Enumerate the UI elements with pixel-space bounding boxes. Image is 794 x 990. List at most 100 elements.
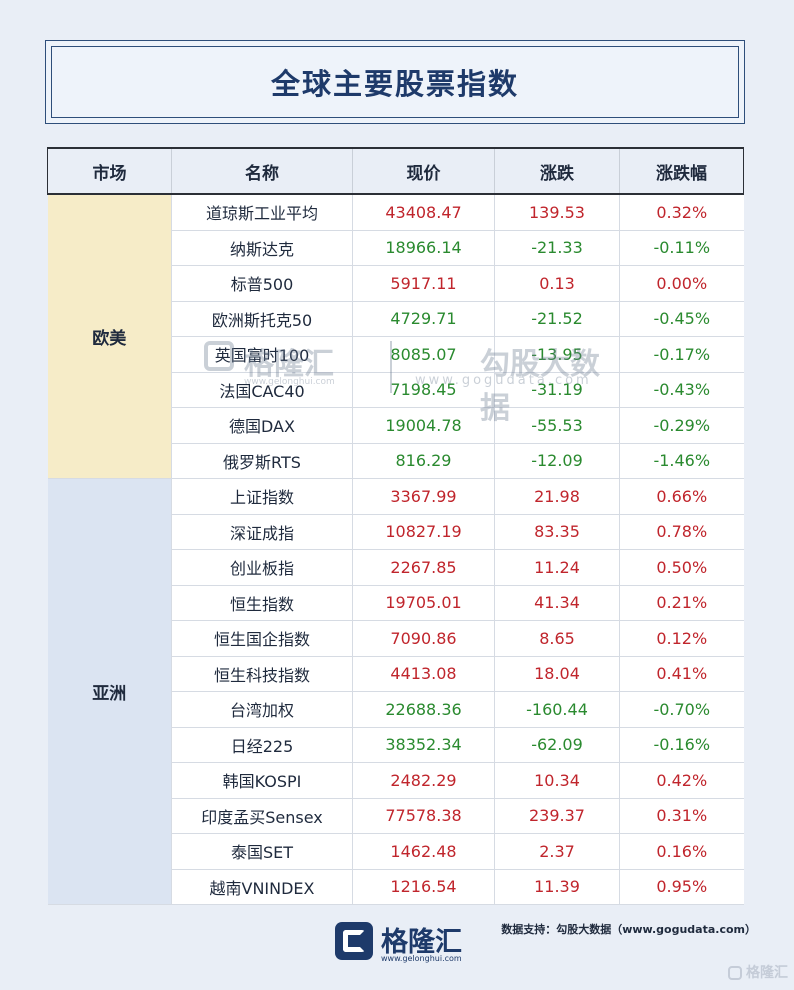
index-table: 市场 名称 现价 涨跌 涨跌幅 欧美 道琼斯工业平均 43408.47 139.53 0… xyxy=(47,147,744,905)
pct-cell: 0.00% xyxy=(619,265,744,302)
price-cell: 19705.01 xyxy=(352,585,495,621)
change-cell: -13.95 xyxy=(494,336,620,373)
page-title: 全球主要股票指数 xyxy=(270,67,519,101)
name-cell: 韩国KOSPI xyxy=(171,762,353,799)
table-row: 标普500 5917.11 0.13 0.00% xyxy=(48,265,744,302)
table-row: 韩国KOSPI 2482.29 10.34 0.42% xyxy=(48,762,744,799)
corner-logo-icon xyxy=(728,966,742,980)
market-cell: 亚洲 xyxy=(47,478,172,905)
price-cell: 816.29 xyxy=(352,443,495,479)
price-cell: 19004.78 xyxy=(352,407,495,444)
change-cell: 0.13 xyxy=(494,265,620,302)
pct-cell: 0.16% xyxy=(619,833,744,870)
footer-logo: 格隆汇 www.gelonghui.com xyxy=(335,920,475,970)
table-row: 俄罗斯RTS 816.29 -12.09 -1.46% xyxy=(48,443,744,479)
price-cell: 10827.19 xyxy=(352,514,495,550)
table-header-row: 市场 名称 现价 涨跌 涨跌幅 xyxy=(47,147,744,195)
name-cell: 法国CAC40 xyxy=(171,372,353,408)
title-frame: 全球主要股票指数 xyxy=(51,46,739,118)
table-row: 法国CAC40 7198.45 -31.19 -0.43% xyxy=(48,372,744,408)
name-cell: 恒生指数 xyxy=(171,585,353,621)
table-row: 恒生科技指数 4413.08 18.04 0.41% xyxy=(48,656,744,692)
name-cell: 泰国SET xyxy=(171,833,353,870)
table-row: 台湾加权 22688.36 -160.44 -0.70% xyxy=(48,691,744,728)
corner-brand: 格隆汇 xyxy=(746,965,788,981)
pct-cell: -0.29% xyxy=(619,407,744,444)
data-source-note: 数据支持：勾股大数据（www.gogudata.com） xyxy=(501,923,756,936)
pct-cell: -1.46% xyxy=(619,443,744,479)
index-table-wrap: 市场 名称 现价 涨跌 涨跌幅 欧美 道琼斯工业平均 43408.47 139.53 0… xyxy=(47,147,744,905)
name-cell: 创业板指 xyxy=(171,549,353,586)
pct-cell: -0.17% xyxy=(619,336,744,373)
table-row: 恒生国企指数 7090.86 8.65 0.12% xyxy=(48,620,744,657)
price-cell: 4413.08 xyxy=(352,656,495,692)
pct-cell: 0.32% xyxy=(619,194,744,231)
table-row: 创业板指 2267.85 11.24 0.50% xyxy=(48,549,744,586)
change-cell: -62.09 xyxy=(494,727,620,763)
change-cell: 11.24 xyxy=(494,549,620,586)
table-row: 日经225 38352.34 -62.09 -0.16% xyxy=(48,727,744,763)
change-cell: -21.52 xyxy=(494,301,620,337)
name-cell: 日经225 xyxy=(171,727,353,763)
change-cell: -160.44 xyxy=(494,691,620,728)
name-cell: 标普500 xyxy=(171,265,353,302)
pct-cell: 0.78% xyxy=(619,514,744,550)
name-cell: 道琼斯工业平均 xyxy=(171,194,353,231)
footer-brand: 格隆汇 xyxy=(381,927,462,958)
name-cell: 越南VNINDEX xyxy=(171,869,353,905)
name-cell: 印度孟买Sensex xyxy=(171,798,353,834)
change-cell: 8.65 xyxy=(494,620,620,657)
pct-cell: 0.41% xyxy=(619,656,744,692)
header-market: 市场 xyxy=(47,147,172,195)
table-row: 恒生指数 19705.01 41.34 0.21% xyxy=(48,585,744,621)
name-cell: 恒生科技指数 xyxy=(171,656,353,692)
change-cell: -21.33 xyxy=(494,230,620,266)
name-cell: 台湾加权 xyxy=(171,691,353,728)
pct-cell: 0.31% xyxy=(619,798,744,834)
pct-cell: -0.16% xyxy=(619,727,744,763)
footer-url: www.gelonghui.com xyxy=(381,954,462,963)
table-row: 印度孟买Sensex 77578.38 239.37 0.31% xyxy=(48,798,744,834)
price-cell: 7090.86 xyxy=(352,620,495,657)
header-change: 涨跌 xyxy=(494,147,620,195)
price-cell: 43408.47 xyxy=(352,194,495,231)
price-cell: 38352.34 xyxy=(352,727,495,763)
change-cell: 139.53 xyxy=(494,194,620,231)
change-cell: 41.34 xyxy=(494,585,620,621)
pct-cell: -0.45% xyxy=(619,301,744,337)
pct-cell: -0.70% xyxy=(619,691,744,728)
pct-cell: 0.21% xyxy=(619,585,744,621)
pct-cell: 0.42% xyxy=(619,762,744,799)
change-cell: 2.37 xyxy=(494,833,620,870)
change-cell: 10.34 xyxy=(494,762,620,799)
price-cell: 2267.85 xyxy=(352,549,495,586)
table-row: 深证成指 10827.19 83.35 0.78% xyxy=(48,514,744,550)
corner-watermark: 格隆汇 xyxy=(728,962,788,982)
name-cell: 上证指数 xyxy=(171,478,353,515)
header-price: 现价 xyxy=(352,147,495,195)
price-cell: 7198.45 xyxy=(352,372,495,408)
price-cell: 5917.11 xyxy=(352,265,495,302)
name-cell: 欧洲斯托克50 xyxy=(171,301,353,337)
price-cell: 4729.71 xyxy=(352,301,495,337)
name-cell: 恒生国企指数 xyxy=(171,620,353,657)
price-cell: 8085.07 xyxy=(352,336,495,373)
market-cell: 欧美 xyxy=(47,194,172,479)
name-cell: 俄罗斯RTS xyxy=(171,443,353,479)
table-row: 欧洲斯托克50 4729.71 -21.52 -0.45% xyxy=(48,301,744,337)
change-cell: 83.35 xyxy=(494,514,620,550)
price-cell: 1462.48 xyxy=(352,833,495,870)
name-cell: 德国DAX xyxy=(171,407,353,444)
table-body: 欧美 道琼斯工业平均 43408.47 139.53 0.32% 纳斯达克 18966.14… xyxy=(47,194,744,905)
pct-cell: -0.11% xyxy=(619,230,744,266)
table-row: 亚洲 上证指数 3367.99 21.98 0.66% xyxy=(47,478,744,905)
header-name: 名称 xyxy=(171,147,353,195)
header-pct: 涨跌幅 xyxy=(619,147,744,195)
pct-cell: -0.43% xyxy=(619,372,744,408)
change-cell: 11.39 xyxy=(494,869,620,905)
name-cell: 纳斯达克 xyxy=(171,230,353,266)
pct-cell: 0.12% xyxy=(619,620,744,657)
title-box: 全球主要股票指数 xyxy=(45,40,745,124)
name-cell: 英国富时100 xyxy=(171,336,353,373)
price-cell: 77578.38 xyxy=(352,798,495,834)
